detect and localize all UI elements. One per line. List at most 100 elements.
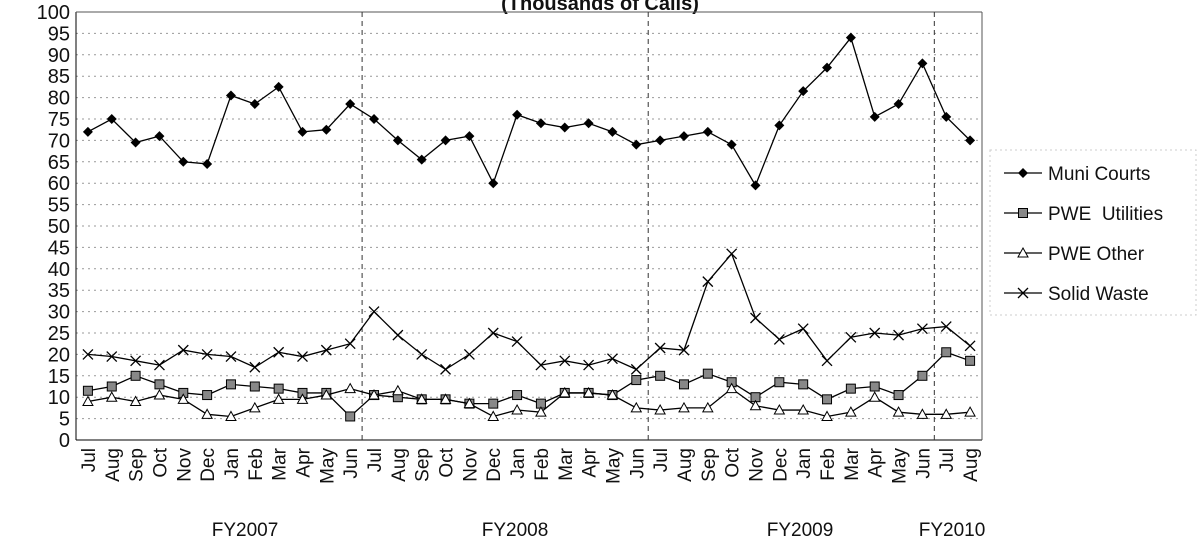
marker bbox=[440, 363, 452, 375]
marker bbox=[154, 379, 165, 390]
marker bbox=[392, 384, 404, 396]
marker bbox=[702, 126, 713, 137]
marker bbox=[106, 351, 118, 362]
y-tick-label: 10 bbox=[48, 387, 70, 409]
x-tick-label: Jun bbox=[913, 448, 934, 479]
marker bbox=[82, 348, 94, 360]
marker bbox=[345, 99, 356, 110]
marker bbox=[440, 135, 451, 146]
series-line bbox=[87, 387, 971, 418]
marker bbox=[941, 347, 952, 358]
legend-label: PWE Other bbox=[1048, 244, 1145, 265]
marker bbox=[106, 381, 117, 392]
marker bbox=[535, 359, 547, 371]
marker bbox=[559, 355, 571, 367]
marker bbox=[798, 86, 809, 97]
marker bbox=[583, 118, 594, 129]
marker bbox=[798, 379, 809, 390]
y-tick-label: 80 bbox=[48, 88, 70, 110]
y-tick-label: 15 bbox=[48, 366, 70, 388]
marker bbox=[845, 32, 856, 43]
marker bbox=[822, 394, 833, 405]
marker bbox=[750, 312, 761, 324]
x-tick-label: Jun bbox=[341, 448, 362, 479]
marker bbox=[320, 344, 332, 356]
legend-marker bbox=[1017, 246, 1029, 258]
y-tick-label: 25 bbox=[48, 323, 70, 345]
series-line bbox=[87, 36, 971, 187]
marker bbox=[512, 390, 523, 401]
y-tick-label: 100 bbox=[37, 2, 70, 24]
x-tick-label: May bbox=[603, 448, 624, 484]
marker bbox=[654, 342, 666, 354]
marker bbox=[869, 381, 880, 392]
marker bbox=[344, 382, 357, 394]
x-tick-label: Dec bbox=[198, 448, 219, 482]
marker bbox=[273, 81, 284, 92]
marker bbox=[701, 401, 714, 413]
marker bbox=[678, 344, 690, 356]
marker bbox=[511, 336, 523, 348]
y-tick-label: 35 bbox=[48, 280, 70, 302]
x-tick-label: Feb bbox=[818, 448, 839, 481]
marker bbox=[153, 389, 166, 400]
x-tick-label: Oct bbox=[723, 447, 744, 477]
marker bbox=[82, 126, 93, 137]
marker bbox=[177, 393, 190, 404]
marker bbox=[655, 135, 666, 146]
marker bbox=[464, 131, 475, 142]
marker bbox=[630, 401, 643, 413]
marker bbox=[130, 355, 142, 367]
marker bbox=[487, 410, 500, 421]
group-label: FY2009 bbox=[767, 520, 834, 541]
marker bbox=[487, 327, 499, 339]
marker bbox=[177, 344, 189, 356]
x-tick-label: Jan bbox=[508, 448, 529, 479]
marker bbox=[726, 248, 738, 260]
x-tick-label: Feb bbox=[246, 448, 267, 481]
x-tick-label: Jul bbox=[937, 448, 958, 472]
marker bbox=[750, 180, 761, 191]
marker bbox=[797, 323, 809, 335]
x-tick-label: Sep bbox=[413, 448, 434, 482]
y-tick-label: 60 bbox=[48, 173, 70, 195]
x-tick-label: Jul bbox=[365, 448, 386, 472]
marker bbox=[797, 404, 810, 415]
legend-marker bbox=[1018, 208, 1028, 218]
marker bbox=[463, 397, 476, 409]
marker bbox=[845, 383, 856, 394]
marker bbox=[439, 393, 452, 404]
marker bbox=[917, 58, 928, 69]
legend-label: Muni Courts bbox=[1048, 164, 1150, 185]
marker bbox=[773, 333, 785, 345]
marker bbox=[725, 382, 738, 394]
marker bbox=[296, 393, 309, 404]
x-tick-label: Apr bbox=[294, 447, 315, 477]
y-tick-label: 70 bbox=[48, 130, 70, 152]
marker bbox=[941, 111, 952, 122]
marker bbox=[678, 379, 689, 390]
marker bbox=[297, 351, 308, 362]
marker bbox=[535, 118, 546, 129]
y-tick-label: 95 bbox=[48, 23, 70, 45]
marker bbox=[82, 395, 94, 406]
marker bbox=[631, 375, 642, 386]
marker bbox=[964, 340, 976, 352]
marker bbox=[822, 62, 833, 73]
marker bbox=[559, 122, 570, 133]
y-tick-label: 85 bbox=[48, 66, 70, 88]
x-tick-label: Apr bbox=[580, 447, 601, 477]
marker bbox=[916, 323, 928, 335]
marker bbox=[249, 361, 261, 373]
y-tick-label: 75 bbox=[48, 109, 70, 131]
group-label: FY2008 bbox=[482, 520, 549, 541]
marker bbox=[917, 370, 928, 381]
legend-label: PWE Utilities bbox=[1048, 204, 1163, 225]
marker bbox=[606, 389, 619, 400]
marker bbox=[345, 411, 356, 422]
marker bbox=[511, 404, 523, 415]
marker bbox=[248, 401, 261, 413]
x-tick-label: Nov bbox=[460, 448, 481, 482]
marker bbox=[320, 389, 333, 400]
marker bbox=[821, 355, 833, 367]
